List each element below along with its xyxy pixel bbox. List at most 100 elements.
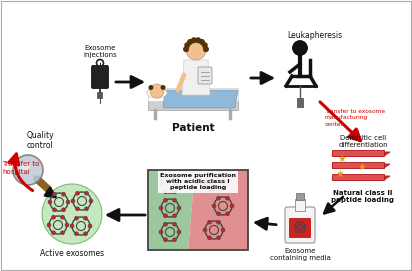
Circle shape xyxy=(177,182,181,186)
Circle shape xyxy=(191,37,197,43)
Polygon shape xyxy=(332,152,390,156)
Circle shape xyxy=(173,190,176,194)
Circle shape xyxy=(159,182,163,186)
Polygon shape xyxy=(332,150,384,156)
Text: Transfer to exosome
manufacturing
center: Transfer to exosome manufacturing center xyxy=(325,109,385,127)
Text: Transfer to
hospital: Transfer to hospital xyxy=(2,161,40,175)
Circle shape xyxy=(203,228,207,232)
Circle shape xyxy=(84,191,89,195)
Text: Exosome
containing media: Exosome containing media xyxy=(269,248,330,261)
Circle shape xyxy=(20,162,30,172)
Text: Leukapheresis: Leukapheresis xyxy=(288,31,342,40)
FancyBboxPatch shape xyxy=(289,218,311,238)
Bar xyxy=(297,98,303,107)
FancyBboxPatch shape xyxy=(285,207,315,243)
Circle shape xyxy=(202,42,208,48)
Text: Patient: Patient xyxy=(172,123,214,133)
Circle shape xyxy=(221,228,225,232)
Circle shape xyxy=(61,215,65,219)
Circle shape xyxy=(184,42,190,48)
Polygon shape xyxy=(332,162,384,168)
Polygon shape xyxy=(188,170,248,250)
Circle shape xyxy=(225,212,229,216)
Circle shape xyxy=(61,208,66,212)
Circle shape xyxy=(222,180,226,184)
Circle shape xyxy=(218,188,222,192)
Bar xyxy=(148,100,238,110)
Circle shape xyxy=(164,198,168,202)
Circle shape xyxy=(208,188,213,192)
Circle shape xyxy=(294,226,296,228)
Circle shape xyxy=(302,230,304,233)
Ellipse shape xyxy=(147,88,167,98)
Text: Exosome
injections: Exosome injections xyxy=(83,45,117,58)
Circle shape xyxy=(187,39,193,45)
Circle shape xyxy=(217,196,220,200)
FancyBboxPatch shape xyxy=(91,66,108,89)
Circle shape xyxy=(225,196,229,200)
Circle shape xyxy=(217,212,220,216)
Circle shape xyxy=(84,216,87,220)
Circle shape xyxy=(173,238,176,242)
Circle shape xyxy=(296,230,299,233)
Circle shape xyxy=(173,222,176,226)
Circle shape xyxy=(75,232,78,236)
Circle shape xyxy=(186,40,206,60)
Circle shape xyxy=(208,236,211,240)
Circle shape xyxy=(293,40,307,56)
Bar xyxy=(98,92,103,98)
Circle shape xyxy=(183,46,189,52)
Circle shape xyxy=(304,226,306,228)
Circle shape xyxy=(52,208,56,212)
Bar xyxy=(148,88,238,101)
Circle shape xyxy=(230,204,234,208)
Circle shape xyxy=(203,46,209,52)
Circle shape xyxy=(61,231,65,235)
Circle shape xyxy=(52,192,56,196)
Text: Active exosomes: Active exosomes xyxy=(40,249,104,258)
Circle shape xyxy=(208,172,213,176)
Circle shape xyxy=(173,174,176,178)
Circle shape xyxy=(195,37,201,43)
Circle shape xyxy=(296,222,299,224)
Text: Quality
control: Quality control xyxy=(26,131,54,150)
Circle shape xyxy=(217,220,220,224)
Circle shape xyxy=(164,214,168,218)
Circle shape xyxy=(218,172,222,176)
Circle shape xyxy=(161,85,166,90)
Circle shape xyxy=(159,206,163,210)
Circle shape xyxy=(164,238,168,242)
Polygon shape xyxy=(332,164,390,168)
Circle shape xyxy=(47,223,51,227)
Circle shape xyxy=(71,199,75,203)
Circle shape xyxy=(88,224,92,228)
Circle shape xyxy=(204,180,208,184)
Polygon shape xyxy=(182,60,210,95)
Circle shape xyxy=(48,200,52,204)
Bar xyxy=(296,193,304,200)
Circle shape xyxy=(164,222,168,226)
Circle shape xyxy=(52,231,56,235)
Circle shape xyxy=(177,230,181,234)
Text: Exosome purification
with acidic class I
peptide loading: Exosome purification with acidic class I… xyxy=(160,173,236,191)
Polygon shape xyxy=(332,176,390,180)
Circle shape xyxy=(302,222,304,224)
Circle shape xyxy=(173,198,176,202)
Text: ★: ★ xyxy=(337,154,346,164)
Circle shape xyxy=(150,84,164,98)
Circle shape xyxy=(199,39,205,45)
Circle shape xyxy=(173,214,176,218)
Circle shape xyxy=(84,207,89,211)
Circle shape xyxy=(75,216,78,220)
Bar xyxy=(295,199,305,211)
Circle shape xyxy=(159,230,163,234)
Circle shape xyxy=(177,206,181,210)
Circle shape xyxy=(66,200,70,204)
Circle shape xyxy=(217,236,220,240)
Circle shape xyxy=(148,85,153,90)
Polygon shape xyxy=(332,174,384,180)
Bar xyxy=(148,170,248,250)
Circle shape xyxy=(164,190,168,194)
Text: ★: ★ xyxy=(358,162,366,172)
Circle shape xyxy=(65,223,69,227)
